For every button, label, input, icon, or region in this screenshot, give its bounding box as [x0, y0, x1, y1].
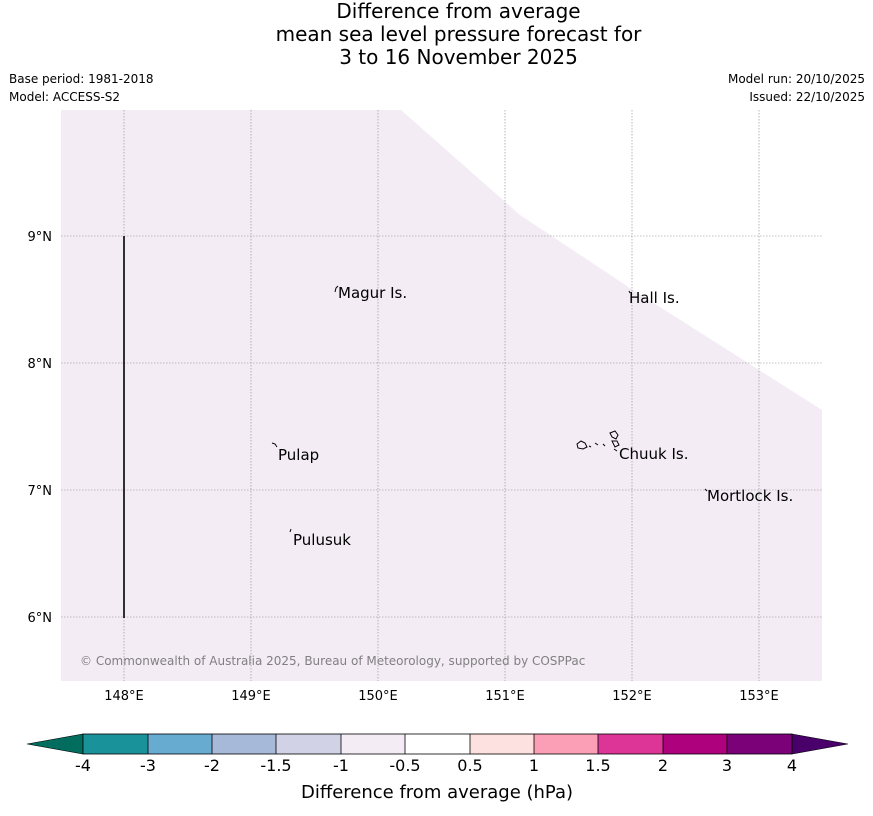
- colorbar-swatch-2: [148, 734, 212, 754]
- colorbar-tick-8: 1: [529, 756, 539, 775]
- colorbar-swatch-5: [341, 734, 405, 754]
- colorbar-outline: [82, 733, 793, 755]
- island-pulap: [271, 442, 278, 448]
- colorbar-label: Difference from average (hPa): [301, 782, 573, 803]
- colorbar-tick-2: -3: [140, 756, 156, 775]
- lon-label-153e: 153°E: [739, 689, 779, 704]
- colorbar-tick-7: 0.5: [457, 756, 482, 775]
- lat-label-8n: 8°N: [28, 357, 53, 372]
- colorbar-tick-10: 2: [658, 756, 668, 775]
- colorbar-swatch-7: [470, 734, 534, 754]
- meta-left: Base period: 1981-2018 Model: ACCESS-S2: [9, 70, 154, 106]
- title-line-1: Difference from average: [336, 0, 581, 23]
- colorbar-swatch-4: [276, 734, 341, 754]
- island-chuuk: [576, 430, 620, 452]
- colorbar-tick-11: 3: [722, 756, 732, 775]
- colorbar-swatch-10: [663, 734, 727, 754]
- label-chuuk: Chuuk Is.: [619, 445, 688, 463]
- issued-date: Issued: 22/10/2025: [749, 90, 865, 104]
- island-pulusuk: [289, 528, 292, 533]
- colorbar-swatch-6: [405, 734, 470, 754]
- island-hall: [628, 290, 631, 294]
- island-outlines: [271, 285, 708, 533]
- colorbar: -4 -3 -2 -1.5 -1 -0.5 0.5 1 1.5 2 3 4 Di…: [26, 733, 849, 803]
- copyright-notice: © Commonwealth of Australia 2025, Bureau…: [80, 654, 585, 668]
- lat-label-7n: 7°N: [28, 484, 53, 499]
- chart-title: Difference from average mean sea level p…: [0, 0, 873, 69]
- lat-label-6n: 6°N: [28, 611, 53, 626]
- title-line-2: mean sea level pressure forecast for: [275, 22, 642, 46]
- title-line-3: 3 to 16 November 2025: [339, 45, 578, 69]
- colorbar-tick-4: -1.5: [260, 756, 291, 775]
- colorbar-swatch-1: [83, 734, 148, 754]
- meta-right: Model run: 20/10/2025 Issued: 22/10/2025: [728, 70, 865, 106]
- colorbar-dividers: [147, 734, 728, 754]
- lon-label-152e: 152°E: [612, 689, 652, 704]
- colorbar-tick-3: -2: [204, 756, 220, 775]
- colorbar-tick-6: -0.5: [389, 756, 420, 775]
- colorbar-swatch-8: [534, 734, 598, 754]
- model-name: Model: ACCESS-S2: [9, 90, 121, 104]
- label-pulap: Pulap: [278, 446, 319, 464]
- lon-label-150e: 150°E: [358, 689, 398, 704]
- colorbar-extend-low: [26, 733, 84, 755]
- anomaly-fill-region: [61, 110, 822, 681]
- island-mortlock: [704, 488, 708, 492]
- lon-label-149e: 149°E: [231, 689, 271, 704]
- label-mortlock: Mortlock Is.: [707, 487, 793, 505]
- colorbar-swatch-11: [727, 734, 792, 754]
- colorbar-tick-12: 4: [787, 756, 797, 775]
- colorbar-tick-5: -1: [333, 756, 349, 775]
- colorbar-tick-1: -4: [75, 756, 91, 775]
- lat-label-9n: 9°N: [28, 230, 53, 245]
- colorbar-tick-9: 1.5: [585, 756, 610, 775]
- colorbar-extend-high: [791, 733, 849, 755]
- label-pulusuk: Pulusuk: [293, 531, 351, 549]
- lon-label-151e: 151°E: [485, 689, 525, 704]
- colorbar-swatch-3: [212, 734, 276, 754]
- label-magur: Magur Is.: [338, 284, 407, 302]
- label-hall: Hall Is.: [629, 289, 680, 307]
- lon-label-148e: 148°E: [104, 689, 144, 704]
- model-run: Model run: 20/10/2025: [727, 72, 865, 86]
- colorbar-swatch-9: [598, 734, 663, 754]
- base-period: Base period: 1981-2018: [9, 72, 154, 86]
- island-magur: [334, 285, 339, 293]
